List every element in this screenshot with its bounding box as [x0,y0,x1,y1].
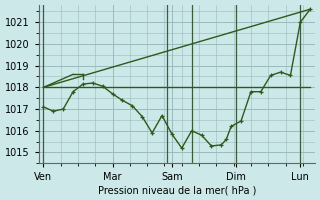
X-axis label: Pression niveau de la mer( hPa ): Pression niveau de la mer( hPa ) [98,185,256,195]
